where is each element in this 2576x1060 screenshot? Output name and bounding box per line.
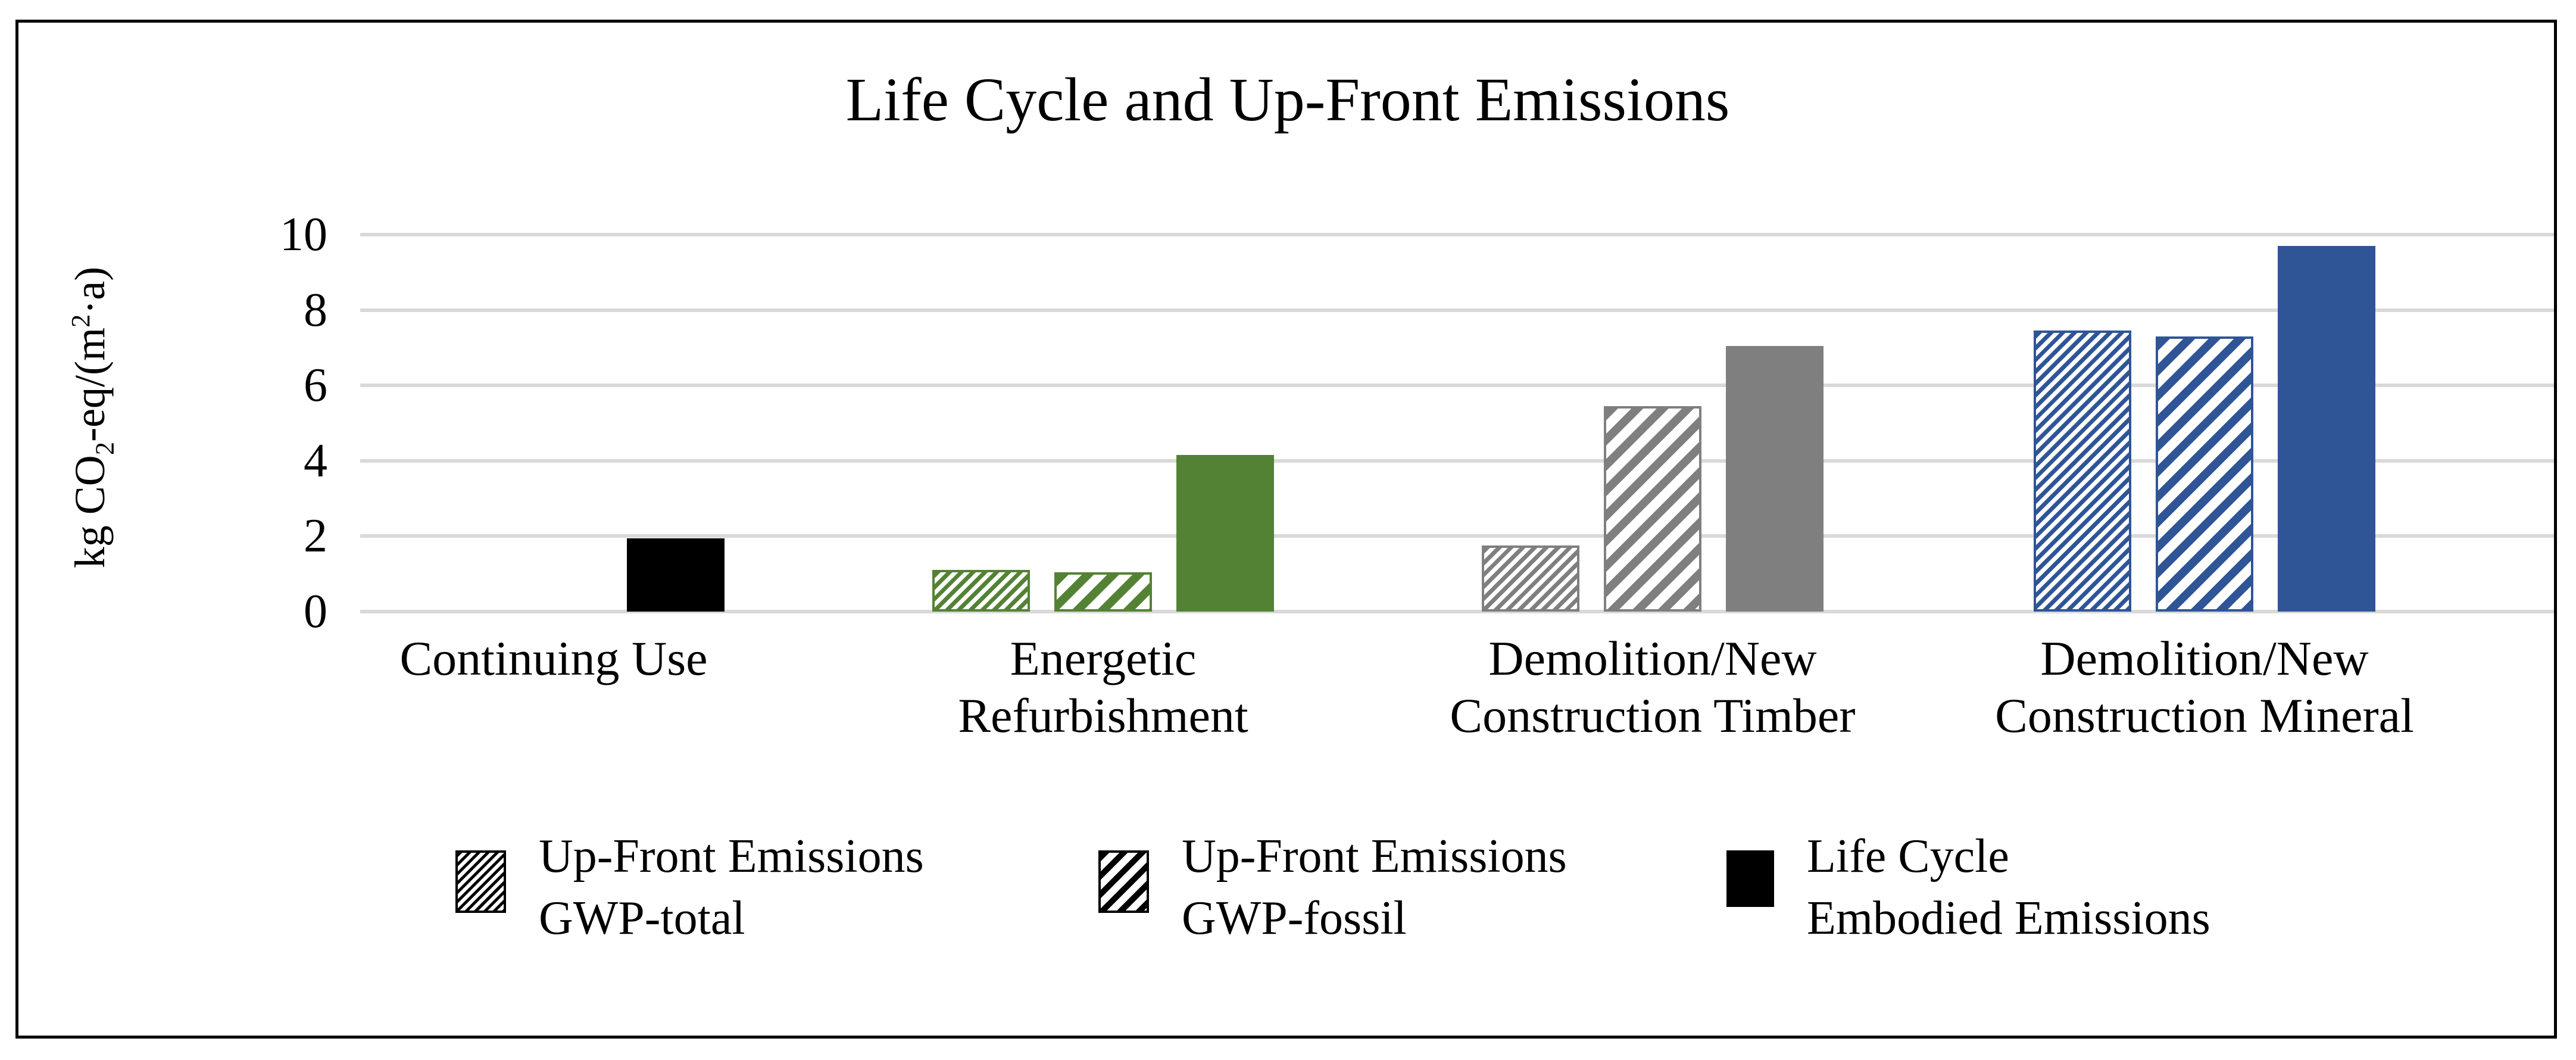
category-label-line: Demolition/New	[1488, 631, 1817, 685]
gridline-0	[360, 610, 2554, 613]
bar-fine-diagonal-hatch-group3	[1482, 545, 1579, 612]
legend-swatch-coarse-diagonal-hatch-black	[1098, 850, 1149, 913]
legend-swatch-solid-black	[1726, 850, 1774, 907]
category-label-line: Demolition/New	[2040, 631, 2369, 685]
bar-fine-diagonal-hatch-group4	[2034, 331, 2131, 612]
legend-item-3: Life Cycle Embodied Emissions	[1726, 825, 2210, 949]
y-tick-label-2: 2	[304, 510, 327, 563]
legend-label-line: Up-Front Emissions	[539, 830, 924, 883]
chart-title: Life Cycle and Up-Front Emissions	[845, 66, 1730, 134]
chart-border-frame	[15, 20, 2557, 1039]
category-label-line: Continuing Use	[399, 631, 708, 685]
gridline-2	[360, 534, 2554, 538]
category-label-line: Construction Timber	[1450, 688, 1856, 743]
bar-solid-group2	[1176, 455, 1274, 612]
bar-solid-group4	[2278, 246, 2375, 612]
category-label-3: Demolition/New Construction Timber	[1355, 630, 1950, 744]
bar-solid-group1	[627, 538, 725, 612]
y-tick-label-0: 0	[304, 585, 327, 638]
legend-label-line: Life Cycle	[1807, 830, 2009, 883]
legend-label: Life Cycle Embodied Emissions	[1807, 825, 2210, 949]
bar-solid-group3	[1726, 346, 1824, 612]
y-tick-label-8: 8	[304, 283, 327, 336]
bar-coarse-diagonal-hatch-group4	[2156, 336, 2253, 612]
bar-coarse-diagonal-hatch-group3	[1604, 406, 1701, 612]
legend-label: Up-Front Emissions GWP-total	[539, 825, 924, 949]
y-tick-label-4: 4	[304, 434, 327, 487]
category-label-2: Energetic Refurbishment	[805, 630, 1401, 744]
category-label-line: Construction Mineral	[1995, 688, 2414, 743]
category-label-line: Refurbishment	[958, 688, 1248, 743]
y-tick-label-6: 6	[304, 359, 327, 412]
legend-swatch-fine-diagonal-hatch-black	[455, 850, 506, 913]
legend-label: Up-Front Emissions GWP-fossil	[1182, 825, 1567, 949]
legend-label-line: Up-Front Emissions	[1182, 830, 1567, 883]
y-tick-label-10: 10	[280, 208, 327, 261]
category-label-line: Energetic	[1010, 631, 1197, 685]
category-label-4: Demolition/New Construction Mineral	[1907, 630, 2502, 744]
legend-label-line: GWP-fossil	[1182, 892, 1407, 944]
gridline-6	[360, 384, 2554, 388]
y-axis-title: kg CO2-eq/(m2·a)	[54, 149, 119, 685]
bar-fine-diagonal-hatch-group2	[932, 570, 1030, 612]
bar-coarse-diagonal-hatch-group2	[1054, 572, 1152, 612]
gridline-8	[360, 308, 2554, 312]
legend-item-2: Up-Front Emissions GWP-fossil	[1098, 825, 1567, 949]
legend-label-line: Embodied Emissions	[1807, 892, 2210, 944]
gridline-10	[360, 233, 2554, 236]
category-label-1: Continuing Use	[256, 630, 851, 687]
legend-item-1: Up-Front Emissions GWP-total	[455, 825, 924, 949]
gridline-4	[360, 459, 2554, 463]
legend-label-line: GWP-total	[539, 892, 745, 944]
y-axis-title-text: kg CO2-eq/(m2·a)	[65, 266, 120, 569]
